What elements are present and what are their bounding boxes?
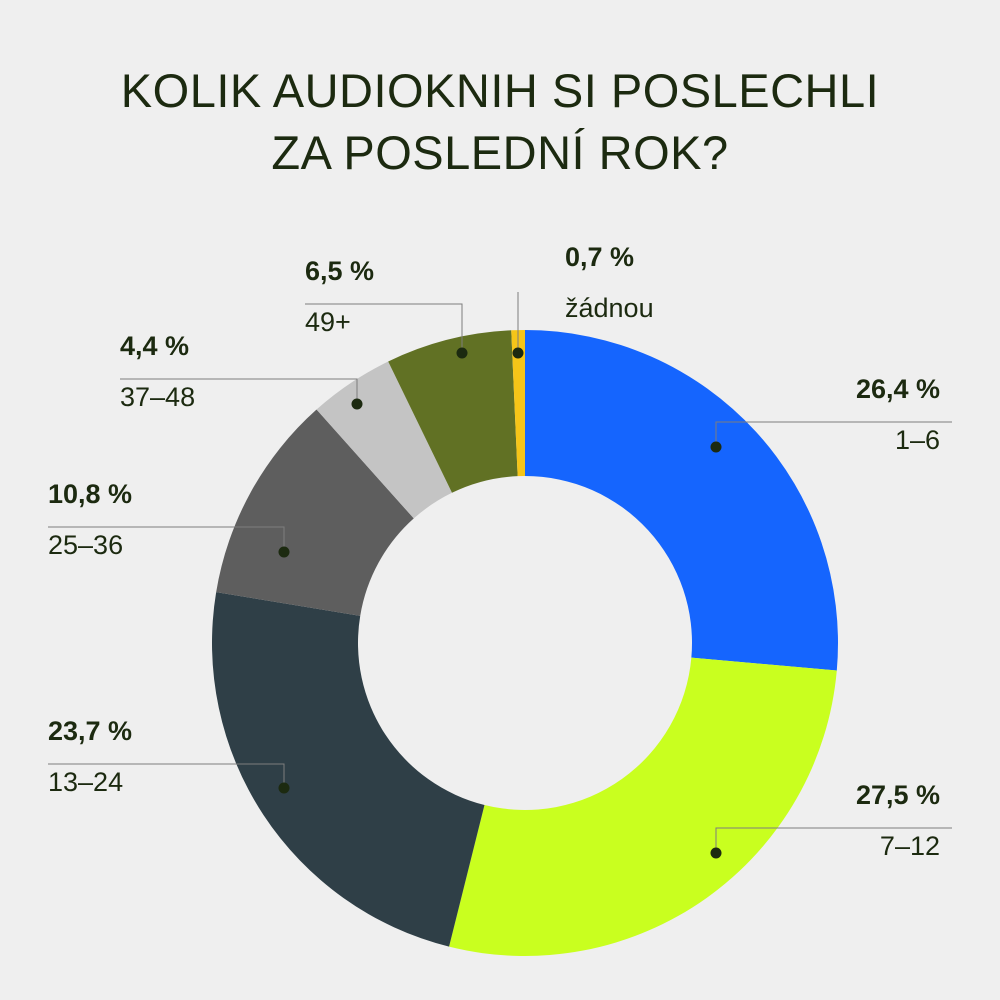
leader-dot: [278, 782, 290, 794]
slice-label-dnou: 0,7 % žádnou: [512, 242, 654, 359]
slice-value-label: 23,7 %: [48, 716, 132, 746]
leader-dot: [278, 546, 290, 558]
leader-line: [305, 303, 463, 353]
donut-slice-1-6: [525, 330, 838, 671]
donut-slices: [211, 330, 838, 956]
leader-line: [48, 763, 285, 788]
leader-dot: [710, 441, 722, 453]
slice-category-label: 37–48: [120, 382, 195, 412]
leader-line: [120, 378, 358, 404]
slice-value-label: 6,5 %: [305, 256, 374, 286]
chart-title-line-1: KOLIK AUDIOKNIH SI POSLECHLI: [120, 64, 880, 117]
slice-labels: 26,4 % 1–6 27,5 % 7–12 23,7 % 13–24 10,8 % 25–3…: [48, 242, 952, 861]
slice-label-1-6: 26,4 % 1–6: [710, 374, 952, 455]
donut-slice-7-12: [449, 657, 837, 956]
slice-category-label: 49+: [305, 307, 351, 337]
slice-category-label: 13–24: [48, 767, 123, 797]
chart-title-line-2: ZA POSLEDNÍ ROK?: [271, 126, 729, 179]
chart-title: KOLIK AUDIOKNIH SI POSLECHLI ZA POSLEDNÍ…: [0, 60, 1000, 184]
slice-label-7-12: 27,5 % 7–12: [710, 780, 952, 861]
slice-label-37-48: 4,4 % 37–48: [120, 331, 363, 412]
slice-value-label: 27,5 %: [856, 780, 940, 810]
slice-label-49: 6,5 % 49+: [305, 256, 468, 359]
slice-category-label: 7–12: [880, 831, 940, 861]
donut-slice-49: [388, 330, 518, 493]
donut-slice-25-36: [216, 409, 414, 616]
slice-label-13-24: 23,7 % 13–24: [48, 716, 290, 797]
slice-category-label: 25–36: [48, 530, 123, 560]
slice-category-label: 1–6: [895, 425, 940, 455]
donut-slice-37-48: [316, 361, 453, 519]
slice-value-label: 10,8 %: [48, 479, 132, 509]
donut-slice-dnou: [511, 330, 525, 477]
slice-value-label: 4,4 %: [120, 331, 189, 361]
leader-line: [48, 526, 285, 552]
slice-value-label: 26,4 %: [856, 374, 940, 404]
slice-label-25-36: 10,8 % 25–36: [48, 479, 290, 560]
donut-slice-13-24: [211, 592, 485, 947]
leader-line: [715, 827, 952, 853]
leader-dot: [351, 398, 363, 410]
leader-dot: [512, 347, 524, 359]
leader-dot: [710, 847, 722, 859]
slice-value-label: 0,7 %: [565, 242, 634, 272]
leader-line: [715, 421, 952, 447]
slice-category-label: žádnou: [565, 293, 654, 323]
leader-dot: [456, 347, 468, 359]
